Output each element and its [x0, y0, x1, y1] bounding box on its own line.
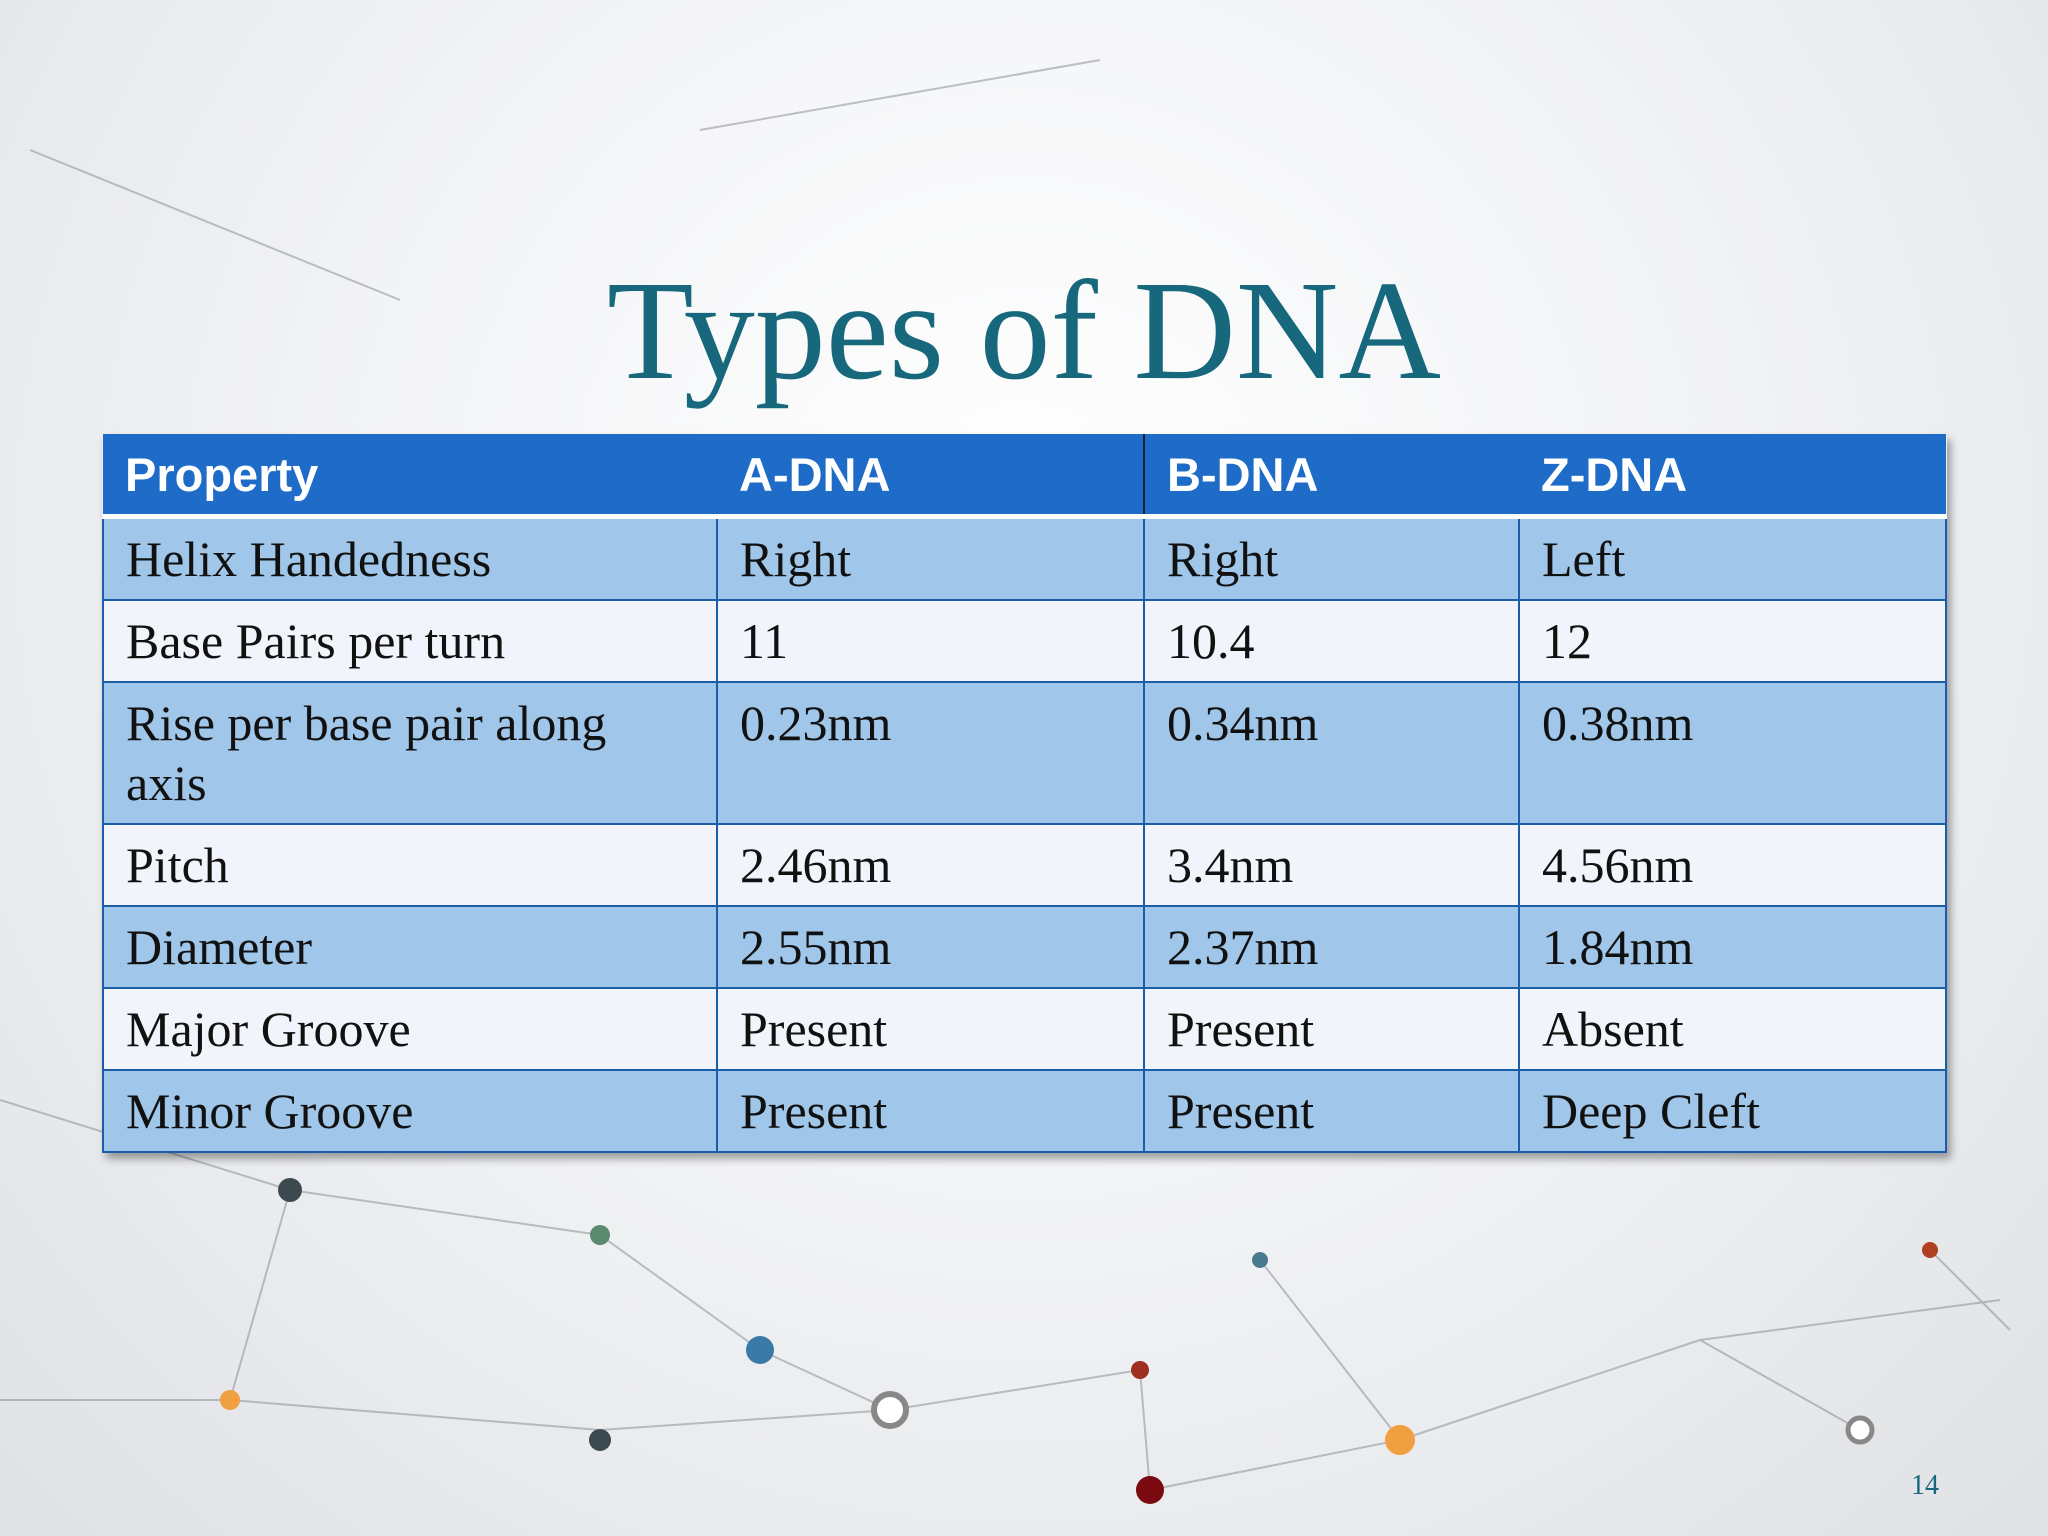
table-cell: 2.46nm: [716, 823, 1145, 907]
table-cell: Major Groove: [102, 987, 718, 1071]
table-cell: Base Pairs per turn: [102, 599, 718, 683]
table-cell: 3.4nm: [1143, 823, 1520, 907]
table-row: Helix Handedness Right Right Left: [102, 515, 1947, 601]
table-cell: Right: [716, 515, 1145, 601]
table-cell: Rise per base pair along axis: [102, 681, 718, 825]
table-cell: 12: [1518, 599, 1947, 683]
header-row: Property A-DNA B-DNA Z-DNA: [103, 434, 1946, 519]
table-cell: 1.84nm: [1518, 905, 1947, 989]
header-cell: Property: [103, 434, 717, 519]
comparison-table: Property A-DNA B-DNA Z-DNA Helix Handedness…: [102, 434, 1947, 1153]
table-cell: 0.38nm: [1518, 681, 1947, 825]
table-cell: 2.37nm: [1143, 905, 1520, 989]
table-row: Rise per base pair along axis 0.23nm 0.34n…: [102, 681, 1947, 825]
table-row: Minor Groove Present Present Deep Cleft: [102, 1069, 1947, 1153]
table-cell: Diameter: [102, 905, 718, 989]
table-cell: 10.4: [1143, 599, 1520, 683]
table-cell: 2.55nm: [716, 905, 1145, 989]
table-cell: 4.56nm: [1518, 823, 1947, 907]
table-cell: Present: [1143, 1069, 1520, 1153]
table-body: Helix Handedness Right Right Left Base Pairs…: [102, 515, 1947, 1153]
slide-title: Types of DNA: [606, 251, 1442, 409]
page-number: 14: [1911, 1470, 1939, 1501]
table-row: Base Pairs per turn 11 10.4 12: [102, 599, 1947, 683]
table-row: Diameter 2.55nm 2.37nm 1.84nm: [102, 905, 1947, 989]
header-cell: B-DNA: [1143, 434, 1519, 519]
table-cell: Present: [1143, 987, 1520, 1071]
table-cell: Present: [716, 987, 1145, 1071]
table-cell: Minor Groove: [102, 1069, 718, 1153]
table-cell: 11: [716, 599, 1145, 683]
header-cell: Z-DNA: [1519, 434, 1946, 519]
table-cell: Helix Handedness: [102, 515, 718, 601]
table-cell: Deep Cleft: [1518, 1069, 1947, 1153]
table-row: Major Groove Present Present Absent: [102, 987, 1947, 1071]
table-cell: Pitch: [102, 823, 718, 907]
table-cell: Left: [1518, 515, 1947, 601]
header-cell: A-DNA: [717, 434, 1144, 519]
table-cell: 0.34nm: [1143, 681, 1520, 825]
table-cell: Absent: [1518, 987, 1947, 1071]
table-row: Pitch 2.46nm 3.4nm 4.56nm: [102, 823, 1947, 907]
table-cell: Right: [1143, 515, 1520, 601]
table-cell: Present: [716, 1069, 1145, 1153]
table-cell: 0.23nm: [716, 681, 1145, 825]
